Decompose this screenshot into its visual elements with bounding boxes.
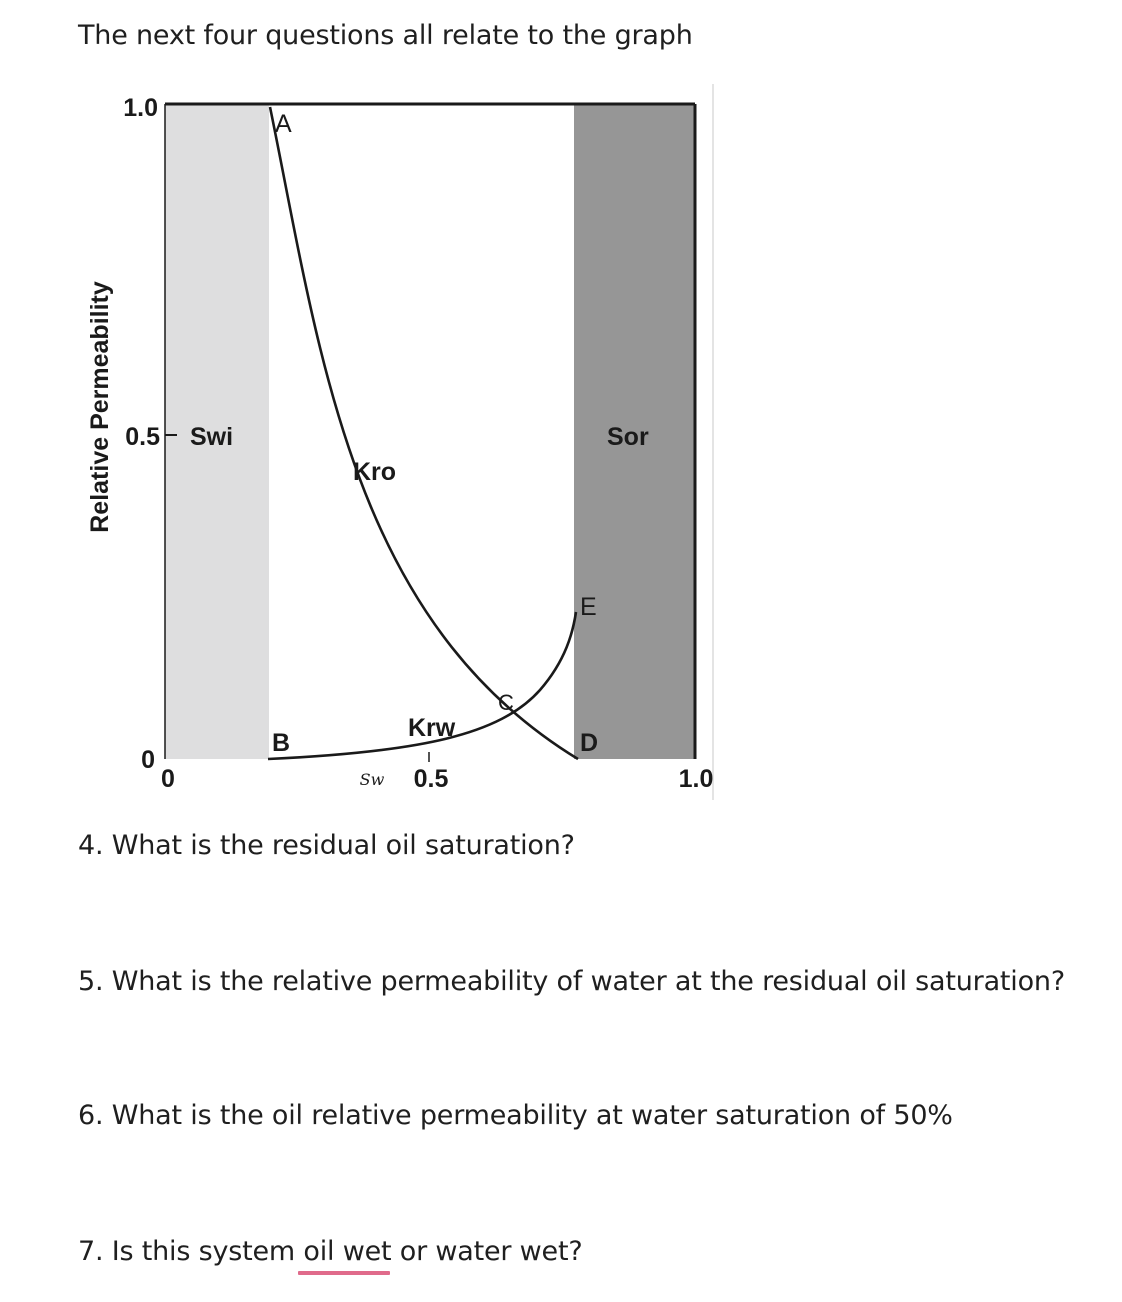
kro-curve [268,106,579,761]
sor-label: Sor [607,423,649,451]
spellcheck-underline [298,1271,390,1275]
question-6: 6. What is the oil relative permeability… [78,1100,953,1131]
point-label-b: B [272,729,290,757]
question-4: 4. What is the residual oil saturation? [78,830,575,861]
x-axis-label: Sw [360,770,385,789]
question-7: 7. Is this system oil wet or water wet? [78,1236,583,1267]
intro-text: The next four questions all relate to th… [78,20,693,51]
swi-label: Swi [190,423,233,451]
point-label-a: A [275,110,292,138]
krw-label: Krw [408,714,456,742]
y-axis-label: Relative Permeability [86,281,114,533]
swi-region [165,104,269,759]
kro-label: Kro [353,458,396,486]
relative-permeability-figure: 1.0 0.5 0 0 0.5 1.0 Sw Relative Permeabi… [86,84,714,800]
y-tick-label-0: 0 [141,746,155,774]
x-tick-label-1.0: 1.0 [679,765,714,793]
point-label-d: D [580,729,598,757]
krw-curve [267,611,578,761]
x-tick-label-0.5: 0.5 [414,765,449,793]
point-label-c: C [498,690,514,715]
x-tick-label-0: 0 [161,765,175,793]
sor-region [574,104,695,759]
question-5: 5. What is the relative permeability of … [78,966,1065,997]
y-tick-label-1.0: 1.0 [123,94,158,122]
point-label-e: E [580,593,597,621]
y-tick-label-0.5: 0.5 [125,423,160,451]
